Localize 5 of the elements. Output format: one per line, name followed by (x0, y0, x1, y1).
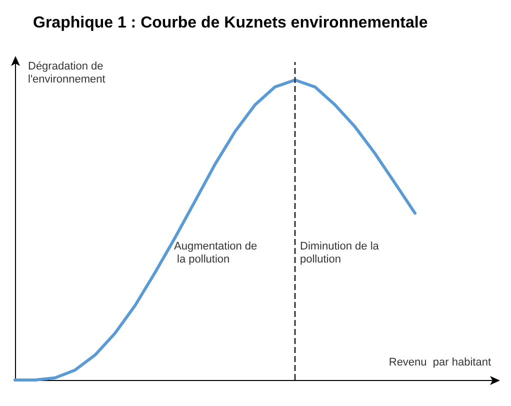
chart-title: Graphique 1 : Courbe de Kuznets environnementale (33, 14, 428, 32)
x-axis-title: Revenu par habitant (388, 356, 492, 368)
annotation: Diminution de la pollution (300, 240, 382, 266)
y-axis-title: Dégradation de l'environnement (28, 60, 106, 86)
annotation: Augmentation de la pollution (174, 240, 258, 266)
